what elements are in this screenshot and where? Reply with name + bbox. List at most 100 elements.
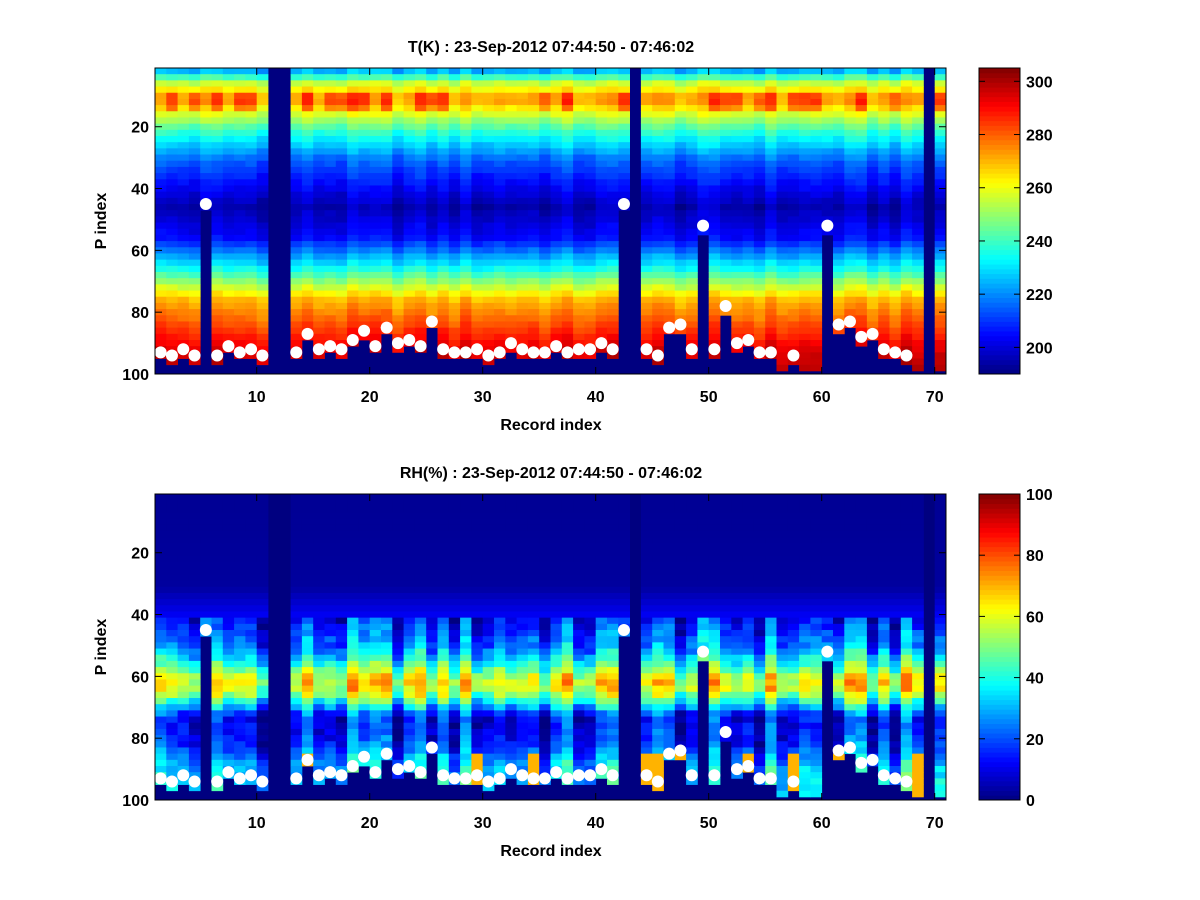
heatmap-cell [234,679,246,687]
heatmap-cell [403,506,416,513]
heatmap-cell [166,710,178,717]
heatmap-cell [211,111,224,118]
heatmap-cell [347,259,359,267]
heatmap-cell [426,592,438,600]
heatmap-cell [335,518,348,526]
heatmap-cell [188,562,201,569]
heatmap-cell [855,173,868,180]
heatmap-cell [516,98,529,106]
heatmap-cell [290,524,303,532]
heatmap-cell [934,296,947,304]
heatmap-cell [731,173,743,180]
heatmap-cell [640,210,653,217]
heatmap-cell [234,586,246,594]
heatmap-cell [607,327,619,335]
heatmap-cell [290,278,303,285]
heatmap-cell [234,166,246,174]
heatmap-cell [889,173,902,180]
heatmap-cell [188,129,201,137]
heatmap-cell [686,272,698,279]
heatmap-cell [776,123,789,131]
heatmap-cell [607,605,619,612]
heatmap-cell [753,197,766,205]
heatmap-cell [595,185,608,193]
heatmap-cell [166,241,178,248]
heatmap-cell [505,68,517,75]
heatmap-cell [234,234,246,242]
heatmap-cell [550,302,563,310]
heatmap-cell [494,136,506,143]
heatmap-cell [595,531,608,538]
colorbar-segment [979,249,1020,255]
heatmap-cell [301,185,314,193]
heatmap-cell [640,562,653,569]
heatmap-cell [844,210,856,217]
heatmap-cell [392,580,404,588]
heatmap-cell [166,321,178,329]
heatmap-cell [765,315,777,322]
heatmap-cell [708,228,721,236]
heatmap-cell [460,728,472,736]
heatmap-cell [753,278,766,285]
heatmap-cell [403,753,416,761]
data-marker [742,334,755,346]
heatmap-cell [821,185,834,193]
heatmap-cell [595,586,608,594]
heatmap-cell [855,278,868,285]
heatmap-cell [494,685,506,693]
heatmap-cell [155,253,167,261]
heatmap-cell [686,352,698,359]
heatmap-cell [301,129,314,137]
heatmap-cell [505,494,517,501]
heatmap-cell [686,309,698,316]
heatmap-cell [177,494,190,501]
heatmap-cell [561,691,574,699]
heatmap-cell [290,179,303,186]
heatmap-cell [166,562,178,569]
heatmap-cell [166,253,178,261]
heatmap-cell [324,574,337,581]
heatmap-cell [855,166,868,174]
heatmap-cell [234,340,246,347]
heatmap-cell [573,148,585,155]
heatmap-cell [369,253,382,261]
heatmap-cell [188,185,201,193]
heatmap-cell [686,185,698,193]
heatmap-cell [369,321,382,329]
heatmap-cell [290,148,303,155]
heatmap-cell [414,549,427,557]
heatmap-cell [607,574,619,581]
heatmap-cell [640,136,653,143]
heatmap-cell [776,222,789,230]
heatmap-cell [527,80,540,87]
heatmap-cell [347,543,359,551]
heatmap-cell [392,278,404,285]
heatmap-cell [708,265,721,273]
heatmap-cell [550,123,563,131]
heatmap-cell [166,290,178,298]
heatmap-cell [471,642,484,649]
heatmap-cell [211,747,224,755]
heatmap-cell [155,574,167,581]
heatmap-cell [799,210,811,217]
heatmap-cell [166,98,178,106]
heatmap-cell [787,284,800,291]
heatmap-cell [155,117,167,125]
heatmap-cell [290,611,303,619]
heatmap-cell [494,728,506,736]
heatmap-cell [290,716,303,724]
heatmap-cell [426,562,438,569]
heatmap-cell [245,352,258,359]
heatmap-cell [573,204,585,211]
heatmap-cell [177,296,190,304]
heatmap-cell [618,537,630,544]
heatmap-cell [584,302,597,310]
heatmap-cell [878,321,890,329]
heatmap-cell [347,117,359,125]
heatmap-cell [527,722,540,730]
heatmap-cell [426,636,438,643]
heatmap-cell [392,160,404,168]
heatmap-cell [335,327,348,335]
heatmap-cell [900,129,913,137]
heatmap-cell [222,648,235,656]
